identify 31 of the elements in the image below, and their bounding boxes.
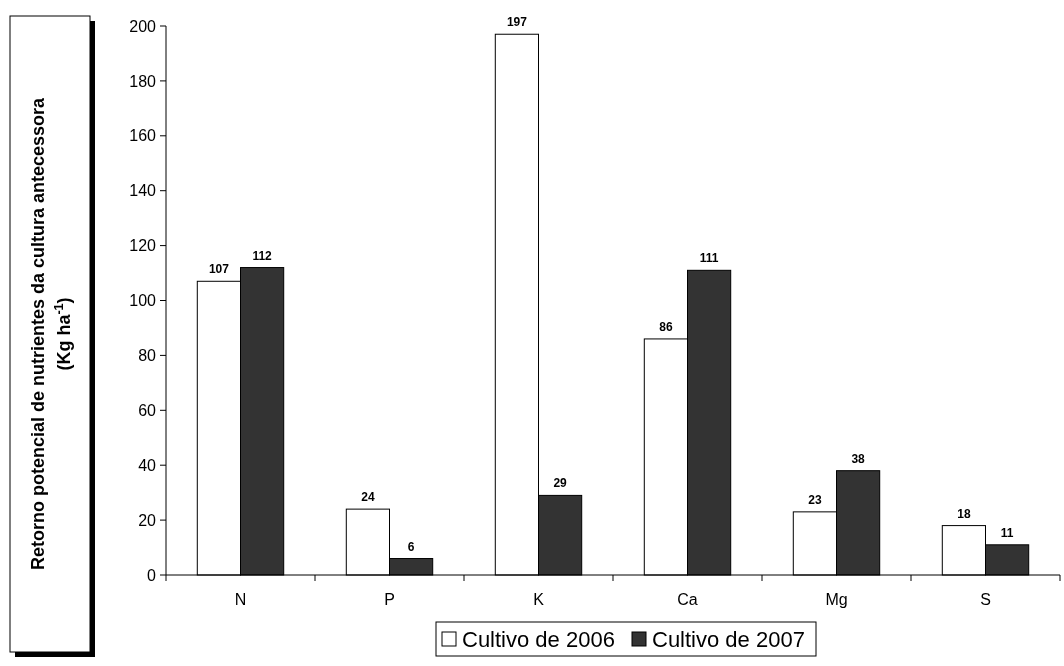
y-tick-label: 200 <box>129 17 157 35</box>
legend-label: Cultivo de 2006 <box>462 627 615 652</box>
data-label: 112 <box>252 248 273 263</box>
y-tick-label: 100 <box>129 292 157 310</box>
x-tick-label: K <box>533 591 545 608</box>
x-tick-label: Mg <box>825 591 848 608</box>
y-tick-label: 40 <box>138 456 157 474</box>
data-label: 86 <box>659 319 673 334</box>
data-label: 18 <box>957 506 971 521</box>
y-tick-label: 140 <box>129 182 157 200</box>
y-tick-label: 180 <box>129 72 157 90</box>
x-tick-label: N <box>234 591 247 608</box>
x-tick-label: S <box>980 591 991 608</box>
y-tick-label: 0 <box>147 566 157 584</box>
y-tick-label: 60 <box>138 401 157 419</box>
y-tick-label: 80 <box>138 347 157 364</box>
x-tick-label: Ca <box>677 591 698 608</box>
data-label: 23 <box>808 492 822 507</box>
data-label: 107 <box>208 262 230 277</box>
data-label: 38 <box>851 451 866 466</box>
legend-label: Cultivo de 2007 <box>652 627 805 652</box>
data-label: 11 <box>1000 525 1014 540</box>
x-tick-label: P <box>384 591 395 608</box>
y-tick-label: 160 <box>129 127 157 145</box>
y-tick-label: 120 <box>129 237 157 255</box>
data-label: 111 <box>699 251 719 266</box>
y-tick-label: 20 <box>138 511 157 529</box>
data-label: 197 <box>506 15 528 30</box>
data-label: 24 <box>361 490 375 505</box>
data-label: 29 <box>553 476 568 491</box>
data-label: 6 <box>407 539 415 554</box>
